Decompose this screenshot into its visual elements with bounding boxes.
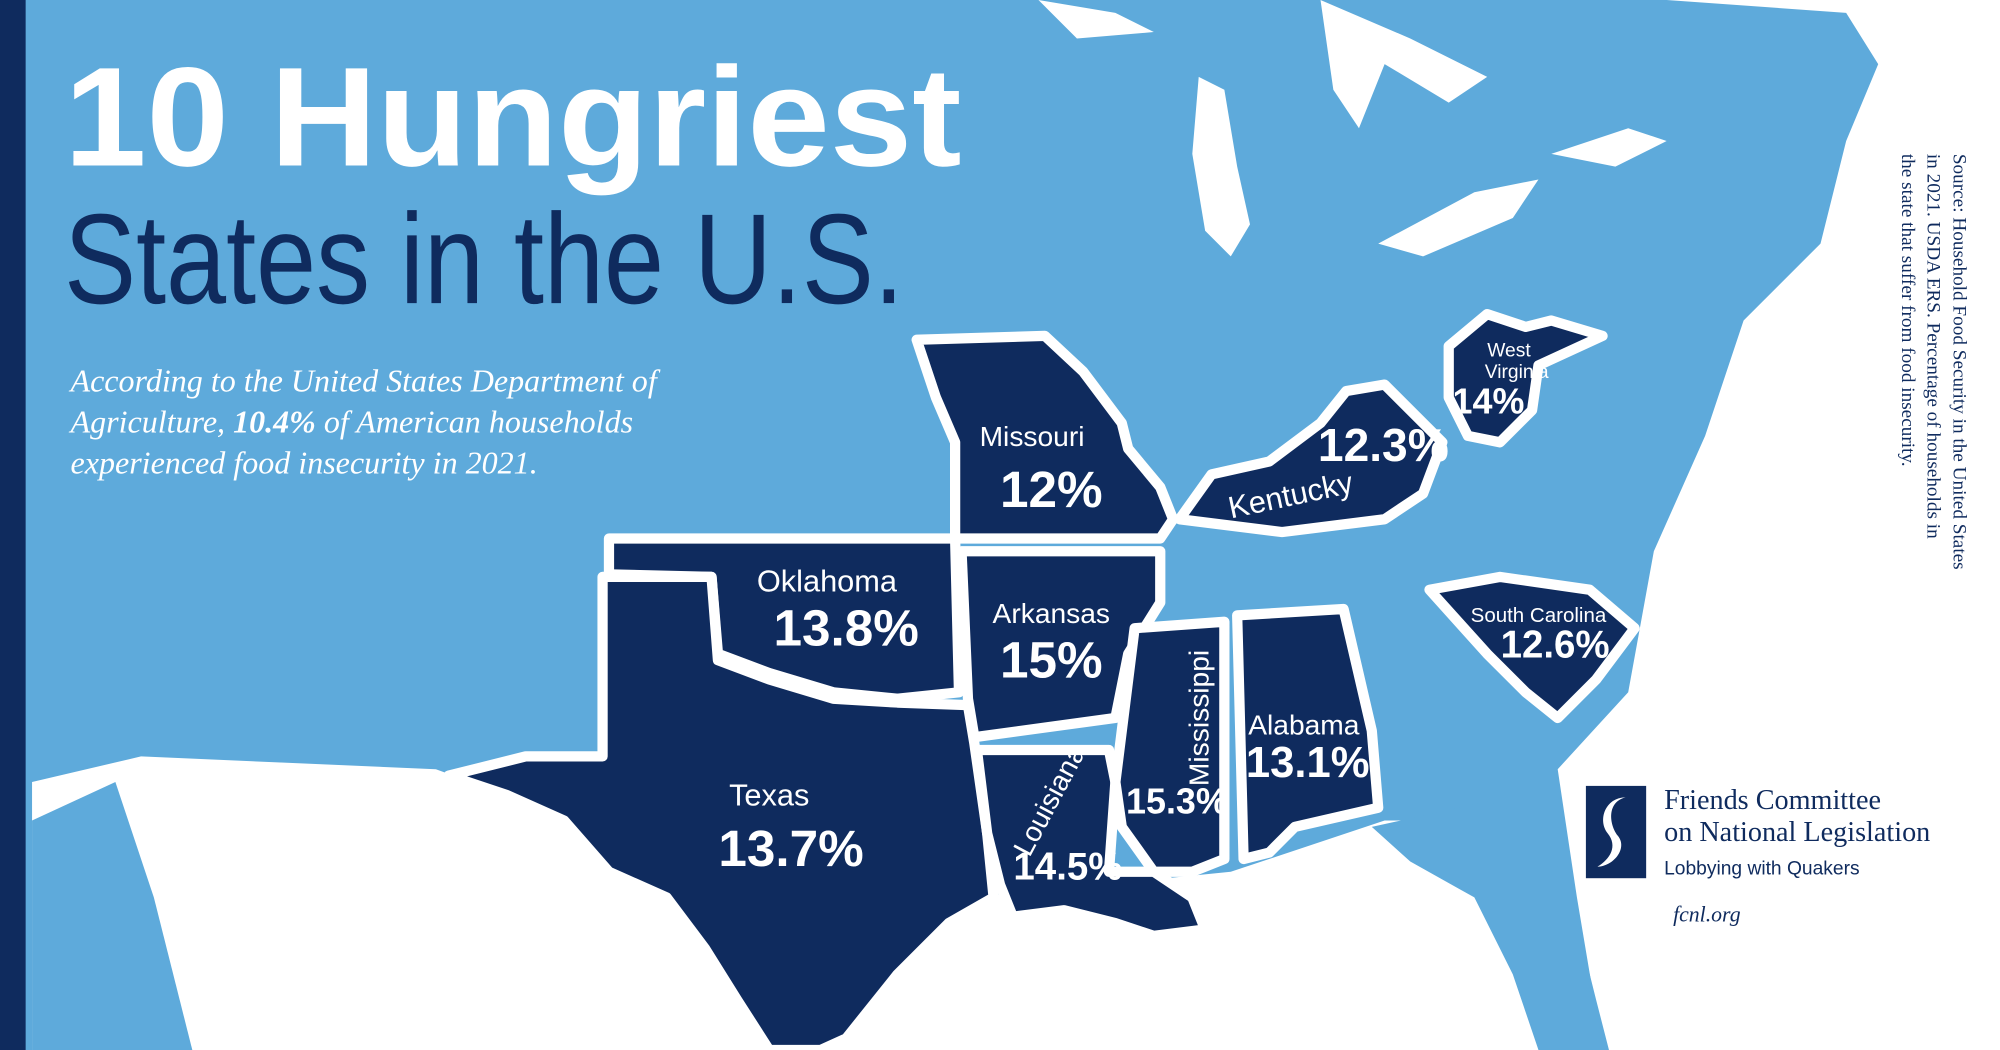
state-name: South Carolina xyxy=(1471,604,1607,627)
lake xyxy=(1551,128,1667,167)
state xyxy=(1110,616,1230,877)
intro-text: of American households xyxy=(316,404,633,440)
lake xyxy=(1192,76,1250,257)
state xyxy=(911,330,1179,544)
intro-text: Agriculture, xyxy=(69,404,234,440)
state-name: Oklahoma xyxy=(757,563,898,598)
state-name: Arkansas xyxy=(993,597,1110,629)
state-value: 13.1% xyxy=(1246,739,1370,787)
side-strip xyxy=(0,0,26,1050)
logo-url: fcnl.org xyxy=(1673,903,1741,927)
state xyxy=(1232,603,1384,865)
lake xyxy=(1038,0,1154,39)
source-line: Source: Household Food Security in the U… xyxy=(1948,154,1969,570)
logo-text: Friends Committee xyxy=(1664,785,1881,816)
intro-line: experienced food insecurity in 2021. xyxy=(71,445,538,481)
state-name: Mississippi xyxy=(1183,650,1215,786)
title: States in the U.S. xyxy=(64,188,904,331)
logo-tagline: Lobbying with Quakers xyxy=(1664,858,1860,879)
state-value: 13.8% xyxy=(773,600,918,657)
state-value: 12.3% xyxy=(1318,419,1449,471)
state-name: Alabama xyxy=(1248,708,1360,740)
state xyxy=(1424,571,1640,724)
state-name: Texas xyxy=(729,778,809,813)
logo-glyph xyxy=(1597,797,1626,867)
florida xyxy=(1371,801,1609,1050)
state-name: West xyxy=(1487,340,1531,361)
state-name: Virginia xyxy=(1485,362,1549,383)
ocean xyxy=(1557,0,2000,1050)
state-value: 15.3% xyxy=(1126,781,1228,821)
intro-line: Agriculture, 10.4% of American household… xyxy=(69,404,634,440)
state-value: 13.7% xyxy=(718,820,863,877)
coast xyxy=(32,782,193,1050)
state-value: 12.6% xyxy=(1501,624,1610,667)
intro-text: experienced food insecurity in 2021. xyxy=(71,445,538,481)
logo-text: on National Legislation xyxy=(1664,817,1930,848)
intro-text: 10.4% xyxy=(233,404,316,440)
intro-text: According to the United States Departmen… xyxy=(69,363,661,399)
state-value: 14% xyxy=(1453,381,1525,421)
state-value: 12% xyxy=(1000,461,1103,518)
state-value: 15% xyxy=(1000,632,1103,689)
lake xyxy=(1378,179,1539,257)
state-name: Missouri xyxy=(980,420,1085,452)
state xyxy=(1174,379,1448,538)
state xyxy=(443,571,999,1050)
source-line: in 2021. USDA ERS. Percentage of househo… xyxy=(1923,154,1944,539)
state xyxy=(1443,308,1608,448)
state-value: 14.5% xyxy=(1013,845,1122,888)
lake xyxy=(1320,0,1488,129)
title: 10 Hungriest xyxy=(64,37,961,195)
intro-line: According to the United States Departmen… xyxy=(69,363,661,399)
source-line: the state that suffer from food insecuri… xyxy=(1897,154,1918,467)
